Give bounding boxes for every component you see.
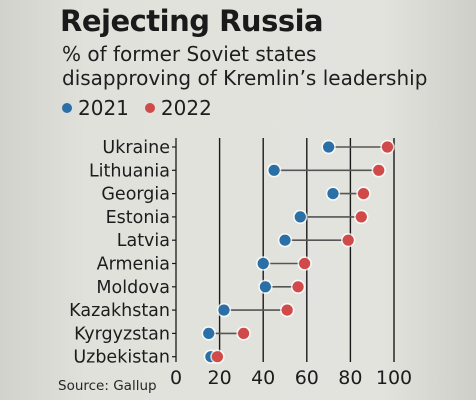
point-2021-lithuania	[268, 164, 280, 176]
point-2022-uzbekistan	[211, 351, 224, 363]
x-tick-label-40: 40	[251, 367, 275, 389]
x-tick-label-20: 20	[208, 367, 232, 389]
point-2022-estonia	[355, 211, 367, 223]
legend-item-2021: 2021	[62, 96, 129, 120]
category-label-kazakhstan: Kazakhstan	[69, 301, 170, 321]
point-2022-ukraine	[381, 141, 394, 153]
point-2021-latvia	[279, 234, 291, 246]
category-label-georgia: Georgia	[101, 185, 170, 205]
point-2022-kyrgyzstan	[237, 327, 250, 339]
x-tick-label-60: 60	[295, 367, 319, 389]
category-label-kyrgyzstan: Kyrgyzstan	[74, 324, 170, 344]
point-2022-latvia	[342, 234, 354, 246]
category-label-estonia: Estonia	[106, 208, 170, 228]
legend-swatch-2022	[144, 103, 155, 113]
category-label-uzbekistan: Uzbekistan	[73, 348, 170, 368]
point-2022-armenia	[299, 257, 311, 270]
point-2022-georgia	[357, 188, 370, 200]
category-label-armenia: Armenia	[97, 255, 170, 275]
point-2021-estonia	[294, 211, 306, 223]
category-label-lithuania: Lithuania	[89, 161, 170, 181]
legend-item-2022: 2022	[144, 96, 212, 120]
chart-title: Rejecting Russia	[60, 4, 324, 38]
legend: 2021 2022	[62, 96, 228, 120]
point-2021-ukraine	[323, 141, 335, 153]
x-tick-label-0: 0	[170, 367, 182, 389]
point-2021-kyrgyzstan	[203, 327, 215, 339]
point-2022-kazakhstan	[281, 304, 293, 316]
x-tick-label-80: 80	[338, 367, 362, 389]
category-label-moldova: Moldova	[96, 278, 170, 298]
point-2022-lithuania	[373, 164, 385, 176]
chart-subtitle: % of former Soviet states disapproving o…	[62, 42, 428, 90]
category-label-ukraine: Ukraine	[102, 138, 170, 158]
point-2021-armenia	[257, 257, 269, 270]
point-2021-moldova	[259, 281, 271, 293]
point-2021-georgia	[327, 188, 339, 200]
legend-swatch-2021	[62, 103, 72, 113]
legend-label-2021: 2021	[78, 96, 129, 120]
point-2022-moldova	[292, 281, 304, 293]
legend-label-2022: 2022	[160, 96, 212, 120]
source-note: Source: Gallup	[58, 378, 157, 394]
point-2021-kazakhstan	[218, 304, 230, 316]
x-tick-label-100: 100	[376, 367, 412, 389]
category-label-latvia: Latvia	[117, 231, 170, 251]
